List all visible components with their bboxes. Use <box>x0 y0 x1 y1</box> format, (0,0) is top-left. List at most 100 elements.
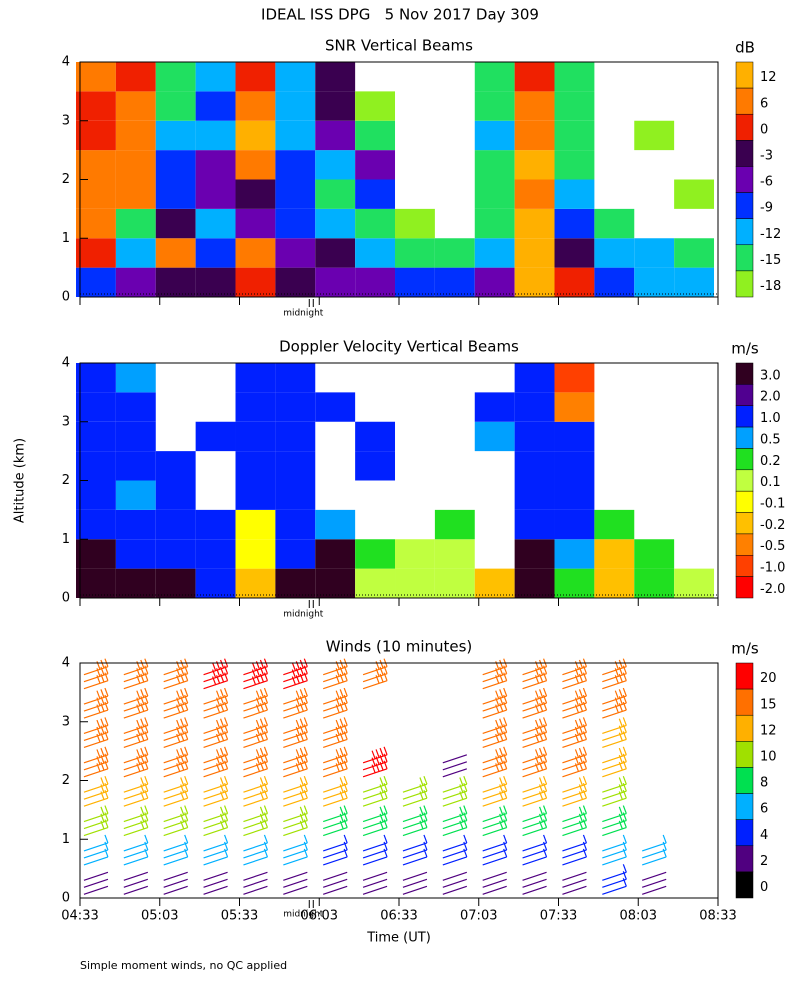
wind-barb <box>83 871 109 895</box>
heatmap-cell <box>594 509 635 540</box>
colorbar-label: -1.0 <box>760 561 785 576</box>
heatmap-cell <box>355 539 396 569</box>
barb-flag <box>144 687 149 697</box>
barb-shaft <box>243 731 268 742</box>
barb-flag <box>303 841 308 851</box>
barb-flag <box>184 848 189 858</box>
barb-shaft <box>362 790 388 800</box>
heatmap-cell <box>195 208 236 239</box>
barb-flag <box>335 719 340 729</box>
barb-shaft <box>243 702 268 712</box>
barb-shaft <box>203 878 228 888</box>
barb-flag <box>582 731 588 740</box>
barb-shaft <box>163 856 188 866</box>
x-tick-label: 06:03 <box>301 909 338 924</box>
barb-flag <box>535 661 540 670</box>
barb-flag <box>251 676 257 685</box>
wind-barb <box>163 746 189 778</box>
barb-flag <box>622 724 627 733</box>
heatmap-cell <box>155 238 196 268</box>
heatmap-cell <box>634 539 675 569</box>
barb-flag <box>543 848 548 858</box>
barb-flag <box>100 666 105 676</box>
y-tick-label: 0 <box>62 891 70 906</box>
y-tick-label: 2 <box>62 773 70 788</box>
barb-shaft <box>562 666 587 676</box>
barb-flag <box>184 731 189 740</box>
barb-shaft <box>163 783 188 793</box>
barb-shaft <box>283 666 308 676</box>
barb-shaft <box>602 885 627 895</box>
wind-barb <box>283 717 308 749</box>
barb-flag <box>335 704 340 713</box>
wind-barb <box>442 754 468 778</box>
barb-flag <box>180 732 185 741</box>
heatmap-cell <box>474 208 515 239</box>
barb-flag <box>503 760 508 770</box>
wind-barb <box>602 864 627 895</box>
barb-flag <box>96 704 101 713</box>
barb-flag <box>343 701 348 711</box>
barb-flag <box>100 725 105 734</box>
barb-flag <box>303 717 308 726</box>
heatmap-cell <box>155 150 196 180</box>
wind-barb <box>243 687 269 719</box>
barb-flag <box>578 689 584 698</box>
heatmap-cell <box>155 451 196 481</box>
barb-shaft <box>323 849 348 859</box>
heatmap-cell <box>514 91 555 121</box>
barb-flag <box>343 731 348 740</box>
barb-flag <box>224 805 229 814</box>
barb-flag <box>295 719 300 729</box>
barb-flag <box>299 689 304 698</box>
barb-flag <box>423 789 428 799</box>
barb-flag <box>622 864 627 873</box>
colorbar-swatch <box>735 166 754 193</box>
barb-flag <box>259 689 265 698</box>
barb-flag <box>618 784 623 793</box>
wind-barb <box>83 775 109 807</box>
barb-shaft <box>83 724 109 735</box>
barb-flag <box>419 784 424 793</box>
heatmap-cell <box>474 267 515 297</box>
barb-flag <box>578 791 584 800</box>
barb-shaft <box>402 856 428 866</box>
barb-flag <box>303 760 308 770</box>
barb-shaft <box>203 768 228 778</box>
heatmap-cell <box>275 568 316 598</box>
wind-barb <box>203 871 228 895</box>
colorbar-swatch <box>735 270 754 298</box>
heatmap-cell <box>76 238 116 268</box>
barb-flag <box>176 749 181 758</box>
barb-shaft <box>243 797 268 807</box>
wind-barb <box>522 687 548 719</box>
barb-flag <box>618 689 623 698</box>
barb-flag <box>622 878 627 887</box>
barb-flag <box>104 819 109 828</box>
barb-flag <box>574 726 580 736</box>
wind-barb <box>163 775 189 807</box>
barb-flag <box>299 813 304 823</box>
y-tick-label: 0 <box>62 591 70 606</box>
barb-flag <box>303 687 308 697</box>
barb-flag <box>423 812 428 821</box>
barb-shaft <box>123 702 149 712</box>
y-tick-label: 0 <box>62 290 70 305</box>
heatmap-cell <box>275 451 316 481</box>
barb-flag <box>224 760 229 770</box>
colorbar-label: -15 <box>760 253 781 268</box>
barb-flag <box>574 704 580 713</box>
heatmap-cell <box>155 179 196 209</box>
barb-shaft <box>283 826 308 837</box>
barb-flag <box>212 669 217 678</box>
barb-shaft <box>83 871 109 881</box>
barb-flag <box>622 782 627 792</box>
barb-flag <box>335 690 340 699</box>
barb-flag <box>263 724 269 733</box>
barb-shaft <box>283 871 308 881</box>
colorbar-swatch <box>735 448 754 471</box>
barb-shaft <box>323 666 348 676</box>
heatmap-cell <box>474 179 515 209</box>
barb-flag <box>535 690 540 699</box>
barb-shaft <box>243 885 268 895</box>
